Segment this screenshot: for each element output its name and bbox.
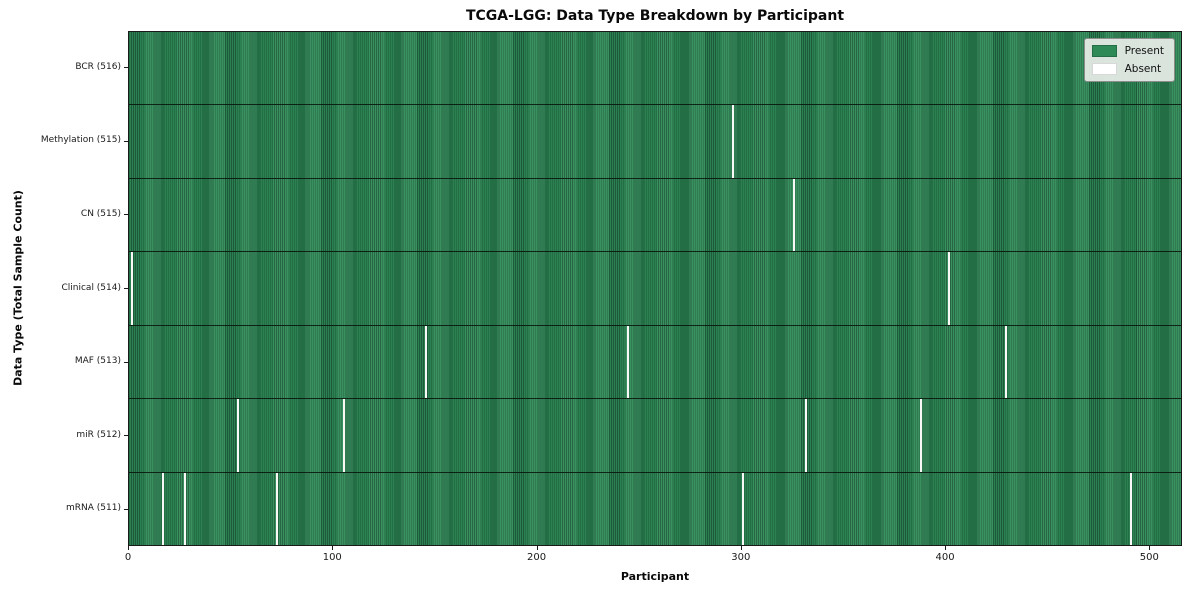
absent-marker — [161, 472, 164, 545]
y-tick — [124, 67, 128, 69]
x-tick-label: 200 — [526, 552, 547, 563]
legend: Present Absent — [1083, 38, 1175, 82]
heatmap-row-maf — [129, 324, 1181, 399]
y-tick-label: BCR (516) — [75, 61, 121, 72]
absent-marker — [237, 399, 240, 472]
absent-marker — [276, 472, 279, 545]
absent-marker — [741, 472, 744, 545]
y-tick-label: miR (512) — [76, 429, 121, 440]
x-tick-label: 100 — [322, 552, 342, 563]
absent-marker — [627, 325, 630, 399]
x-tick-label: 500 — [1139, 552, 1159, 563]
absent-marker — [184, 472, 187, 545]
x-tick-label: 0 — [124, 552, 132, 563]
absent-marker — [731, 105, 734, 178]
legend-swatch-absent — [1091, 63, 1117, 75]
x-tick-label: 300 — [731, 552, 751, 563]
absent-marker — [1005, 325, 1008, 399]
plot-area: Present Absent — [128, 31, 1182, 546]
heatmap-row-methylation — [129, 104, 1181, 178]
absent-marker — [1129, 472, 1132, 545]
y-tick — [124, 435, 128, 437]
y-axis-label: Data Type (Total Sample Count) — [11, 190, 25, 386]
legend-swatch-present — [1091, 45, 1117, 57]
x-tick — [536, 546, 538, 550]
x-tick — [1149, 546, 1151, 550]
y-tick-label: Methylation (515) — [40, 135, 121, 146]
x-tick — [332, 546, 334, 550]
x-tick — [740, 546, 742, 550]
heatmap-row-cn — [129, 177, 1181, 252]
y-tick-label: CN (515) — [80, 208, 121, 219]
legend-label: Absent — [1124, 63, 1162, 75]
heatmap-row-mir — [129, 398, 1181, 472]
absent-marker — [131, 252, 134, 325]
y-tick — [124, 361, 128, 363]
x-tick — [945, 546, 947, 550]
y-tick-label: MAF (513) — [74, 356, 121, 367]
y-tick — [124, 140, 128, 142]
legend-label: Present — [1124, 45, 1164, 57]
heatmap-row-clinical — [129, 251, 1181, 325]
absent-marker — [792, 178, 795, 252]
legend-entry-absent: Absent — [1091, 63, 1164, 75]
heatmap-row-bcr — [129, 32, 1181, 105]
absent-marker — [425, 325, 428, 399]
legend-entry-present: Present — [1091, 45, 1164, 57]
y-tick — [124, 214, 128, 216]
chart-title: TCGA-LGG: Data Type Breakdown by Partici… — [465, 8, 845, 24]
y-tick — [124, 508, 128, 510]
heatmap-row-mrna — [129, 471, 1181, 545]
y-tick-label: Clinical (514) — [61, 282, 121, 293]
absent-marker — [919, 399, 922, 472]
absent-marker — [343, 399, 346, 472]
y-tick — [124, 288, 128, 289]
x-tick — [128, 546, 129, 550]
absent-marker — [805, 399, 808, 472]
y-tick-label: mRNA (511) — [66, 503, 121, 514]
x-axis-label: Participant — [620, 570, 690, 583]
absent-marker — [948, 252, 951, 325]
x-tick-label: 400 — [935, 552, 955, 563]
